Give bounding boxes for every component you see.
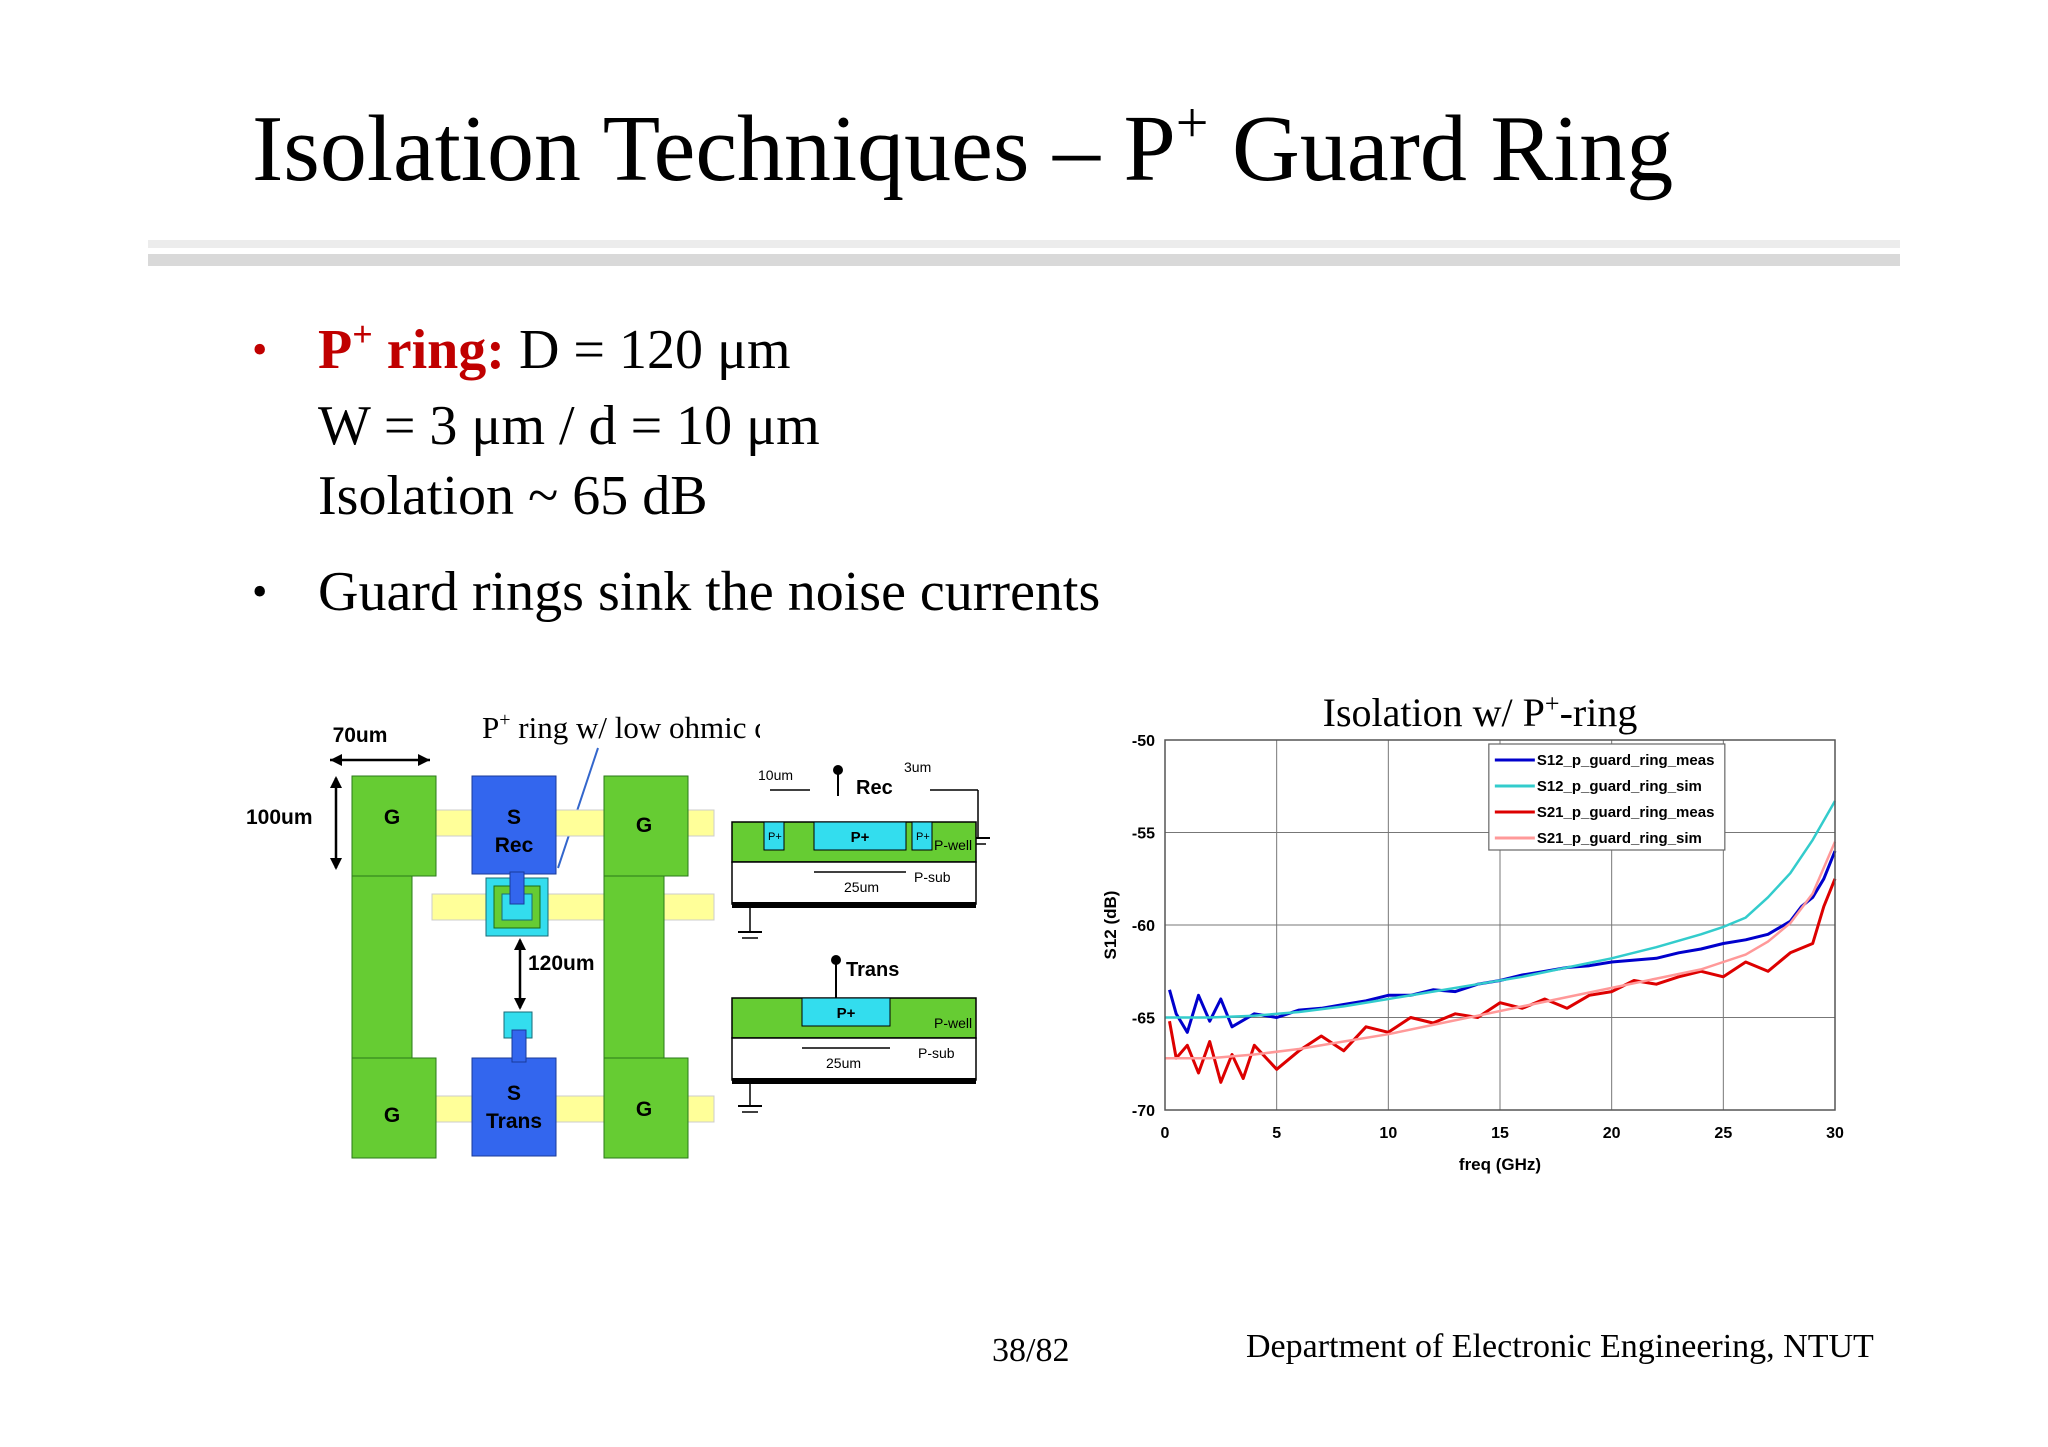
p-ring-diffusion-left	[763, 821, 785, 851]
receiver-feed	[509, 871, 525, 905]
trans-section-label: Trans	[846, 959, 899, 981]
p-plus-diffusion	[813, 821, 907, 851]
trans-signal-pad	[471, 1057, 557, 1157]
dim-120um-label: 120um	[528, 952, 595, 975]
cross-section-figure: 10um 3um Rec P+ P+ P+ P-well 25um P-sub …	[731, 759, 990, 1113]
legend-entry: S21_p_guard_ring_sim	[1537, 830, 1702, 847]
series-line-S21_p_guard_ring_sim	[1165, 841, 1837, 1060]
p-sub-region	[731, 861, 977, 905]
y-tick-label: -65	[1132, 1011, 1155, 1028]
substrate-base	[732, 1078, 976, 1084]
bullet-guard-rings: • Guard rings sink the noise currents	[252, 557, 1100, 627]
arrowhead-icon	[330, 858, 342, 870]
x-tick-label: 10	[1379, 1125, 1397, 1142]
p-ring-diffusion-right	[911, 821, 933, 851]
p-sub-label: P-sub	[914, 869, 951, 885]
x-tick-label: 25	[1714, 1125, 1732, 1142]
rec-s-label: S	[507, 806, 521, 829]
x-tick-label: 20	[1603, 1125, 1621, 1142]
bullet-list: • P+ ring: D = 120 μm W = 3 μm / d = 10 …	[252, 314, 1100, 627]
p-plus-label: P+	[837, 1005, 856, 1022]
arrowhead-icon	[330, 776, 342, 788]
series-line-S21_p_guard_ring_meas	[1168, 878, 1837, 1084]
y-tick-label: -60	[1132, 918, 1155, 935]
rec-probe-icon	[833, 765, 843, 775]
dim-70um-label: 70um	[333, 724, 388, 747]
isolation-chart: Isolation w/ P+-ring 0 5 10 15 20 25 30 -50 -55 -…	[1101, 689, 1844, 1174]
y-tick-label: -50	[1132, 733, 1155, 750]
pad-g-label: G	[636, 1098, 652, 1121]
rec-signal-pad	[471, 775, 557, 875]
ground-pad	[351, 775, 437, 877]
x-axis-label: freq (GHz)	[1459, 1155, 1541, 1174]
bullet-p-ring: • P+ ring: D = 120 μm	[252, 314, 1100, 391]
x-tick-label: 0	[1161, 1125, 1170, 1142]
p-plus-diffusion	[801, 997, 891, 1027]
p-well-label: P-well	[934, 837, 972, 853]
arrowhead-icon	[330, 754, 342, 766]
x-tick-label: 5	[1272, 1125, 1281, 1142]
pad-g-label: G	[384, 806, 400, 829]
transmitter-feed	[511, 1029, 527, 1063]
p-sub-region	[731, 1037, 977, 1081]
p-well-label: P-well	[934, 1015, 972, 1031]
legend-entry: S21_p_guard_ring_meas	[1537, 804, 1715, 821]
legend-entry: S12_p_guard_ring_meas	[1537, 752, 1715, 769]
guard-ring-layout-figure: P+ ring w/ low ohmic contact 70um 100um …	[246, 709, 760, 1159]
p-ring-isolation: Isolation ~ 65 dB	[318, 465, 708, 527]
y-axis-label: S12 (dB)	[1101, 891, 1120, 960]
pad-g-label: G	[636, 814, 652, 837]
arrowhead-icon	[418, 754, 430, 766]
substrate-base	[732, 902, 976, 908]
p-ring-dimensions: W = 3 μm / d = 10 μm	[318, 395, 820, 457]
p-plus-small-label: P+	[916, 831, 930, 843]
p-ring-label: P+ ring:	[318, 314, 505, 381]
dim-25um-label: 25um	[826, 1055, 861, 1071]
bullet-dot-icon: •	[252, 567, 268, 616]
x-tick-label: 30	[1826, 1125, 1844, 1142]
pad-g-label: G	[384, 1104, 400, 1127]
x-tick-label: 15	[1491, 1125, 1509, 1142]
dim-25um-label: 25um	[844, 879, 879, 895]
trans-s-label: S	[507, 1082, 521, 1105]
guard-rings-text: Guard rings sink the noise currents	[318, 561, 1101, 623]
annotation-leader-line	[557, 747, 599, 869]
y-tick-label: -55	[1132, 826, 1155, 843]
bullet-dot-icon: •	[252, 325, 268, 374]
slide-title: Isolation Techniques – P+ Guard Ring	[252, 90, 1674, 201]
dim-100um-label: 100um	[246, 806, 313, 829]
series-line-S12_p_guard_ring_meas	[1168, 850, 1837, 1034]
title-divider	[148, 254, 1900, 266]
chart-ticks: 0 5 10 15 20 25 30 -50 -55 -60 -65 -70	[1132, 733, 1844, 1142]
legend-box	[1488, 743, 1726, 851]
chart-series-group	[1165, 800, 1837, 1084]
plot-frame	[1164, 739, 1836, 1111]
p-ring-annotation: P+ ring w/ low ohmic contact	[482, 709, 760, 745]
ground-rail-left	[351, 875, 413, 1061]
dim-3um-label: 3um	[904, 759, 931, 775]
footer-department: Department of Electronic Engineering, NT…	[1246, 1328, 1874, 1365]
page-number: 38/82	[992, 1332, 1070, 1369]
arrowhead-icon	[514, 938, 526, 950]
legend-entry: S12_p_guard_ring_sim	[1537, 778, 1702, 795]
ground-pad	[351, 1057, 437, 1159]
dim-10um-label: 10um	[758, 767, 793, 783]
p-ring-diameter: D = 120 μm	[504, 319, 791, 381]
ground-pad	[603, 775, 689, 877]
chart-legend: S12_p_guard_ring_meas S12_p_guard_ring_si…	[1488, 743, 1726, 851]
ground-pad	[603, 1057, 689, 1159]
chart-title: Isolation w/ P+-ring	[1323, 689, 1638, 735]
arrowhead-icon	[514, 998, 526, 1010]
p-plus-small-label: P+	[768, 831, 782, 843]
rec-label: Rec	[495, 834, 534, 857]
trans-label: Trans	[486, 1110, 542, 1133]
ground-rail-right	[603, 875, 665, 1061]
gate-connector	[431, 893, 715, 921]
p-sub-label: P-sub	[918, 1045, 955, 1061]
y-tick-label: -70	[1132, 1103, 1155, 1120]
series-line-S12_p_guard_ring_sim	[1165, 800, 1837, 1019]
title-divider-light	[148, 240, 1900, 248]
p-plus-label: P+	[851, 829, 870, 846]
rec-section-label: Rec	[856, 777, 893, 799]
